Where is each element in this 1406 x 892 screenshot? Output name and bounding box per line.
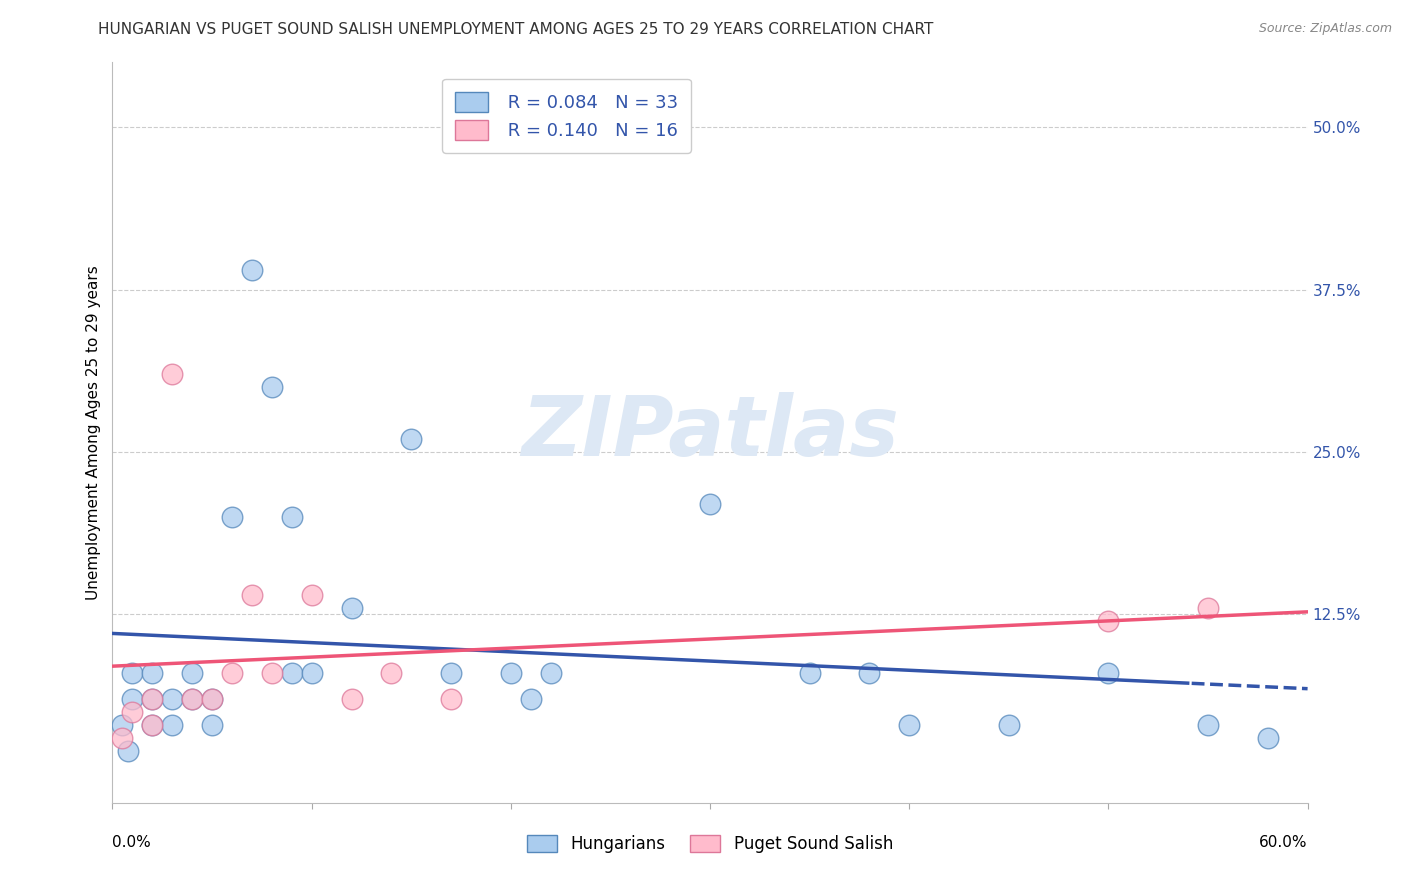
Point	[221, 510, 243, 524]
Point	[111, 718, 134, 732]
Point	[141, 665, 163, 680]
Point	[401, 432, 423, 446]
Point	[858, 665, 880, 680]
Point	[281, 665, 304, 680]
Point	[141, 692, 163, 706]
Point	[520, 692, 543, 706]
Point	[260, 380, 283, 394]
Point	[221, 665, 243, 680]
Point	[181, 665, 204, 680]
Point	[201, 692, 224, 706]
Point	[181, 692, 204, 706]
Point	[499, 665, 522, 680]
Point	[998, 718, 1021, 732]
Text: ZIPatlas: ZIPatlas	[522, 392, 898, 473]
Point	[121, 705, 143, 719]
Point	[260, 665, 283, 680]
Point	[111, 731, 134, 745]
Text: Source: ZipAtlas.com: Source: ZipAtlas.com	[1258, 22, 1392, 36]
Point	[141, 718, 163, 732]
Point	[340, 601, 363, 615]
Point	[301, 665, 323, 680]
Y-axis label: Unemployment Among Ages 25 to 29 years: Unemployment Among Ages 25 to 29 years	[86, 265, 101, 600]
Point	[340, 692, 363, 706]
Point	[141, 692, 163, 706]
Point	[799, 665, 821, 680]
Point	[162, 718, 183, 732]
Point	[380, 665, 402, 680]
Point	[201, 692, 224, 706]
Point	[240, 588, 263, 602]
Point	[1097, 614, 1119, 628]
Point	[117, 744, 139, 758]
Point	[141, 718, 163, 732]
Point	[162, 692, 183, 706]
Point	[440, 665, 463, 680]
Point	[162, 367, 183, 381]
Point	[898, 718, 921, 732]
Point	[1197, 601, 1219, 615]
Point	[201, 718, 224, 732]
Point	[699, 497, 721, 511]
Point	[1197, 718, 1219, 732]
Point	[1257, 731, 1279, 745]
Point	[301, 588, 323, 602]
Text: 0.0%: 0.0%	[112, 835, 152, 850]
Point	[181, 692, 204, 706]
Point	[281, 510, 304, 524]
Text: 60.0%: 60.0%	[1260, 835, 1308, 850]
Point	[121, 692, 143, 706]
Legend: Hungarians, Puget Sound Salish: Hungarians, Puget Sound Salish	[519, 826, 901, 861]
Point	[1097, 665, 1119, 680]
Point	[240, 263, 263, 277]
Point	[540, 665, 562, 680]
Point	[440, 692, 463, 706]
Text: HUNGARIAN VS PUGET SOUND SALISH UNEMPLOYMENT AMONG AGES 25 TO 29 YEARS CORRELATI: HUNGARIAN VS PUGET SOUND SALISH UNEMPLOY…	[98, 22, 934, 37]
Point	[121, 665, 143, 680]
